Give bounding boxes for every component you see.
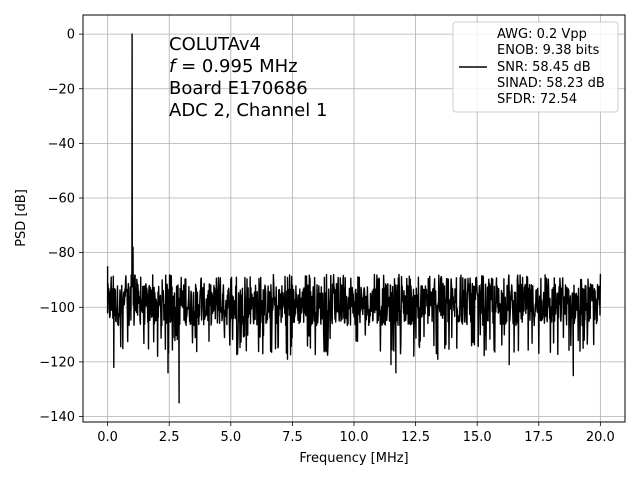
x-tick-label: 7.5 — [282, 430, 303, 445]
x-tick-label: 0.0 — [97, 430, 118, 445]
x-tick-label: 10.0 — [340, 430, 369, 445]
annotation-line-1: COLUTAv4 — [169, 34, 261, 55]
y-tick-label: −100 — [39, 301, 75, 316]
x-tick-label: 12.5 — [401, 430, 430, 445]
legend-box — [452, 21, 619, 113]
legend: AWG: 0.2 Vpp ENOB: 9.38 bits SNR: 58.45 … — [452, 21, 619, 113]
plot-frame — [82, 14, 626, 423]
legend-awg: AWG: 0.2 Vpp — [497, 27, 587, 42]
annotation-line-3: Board E170686 — [169, 78, 308, 99]
annotation-frequency-value: = 0.995 MHz — [175, 56, 297, 77]
annotation-frequency-symbol: f — [169, 56, 178, 77]
x-axis-ticks: 0.0 2.5 5.0 7.5 10.0 12.5 15.0 17.5 20.0 — [97, 422, 615, 445]
x-tick-label: 5.0 — [220, 430, 241, 445]
y-tick-label: −40 — [48, 137, 75, 152]
legend-sfdr: SFDR: 72.54 — [497, 92, 577, 107]
x-axis-label: Frequency [MHz] — [299, 451, 408, 466]
y-tick-label: −120 — [39, 355, 75, 370]
y-axis-ticks: 0 −20 −40 −60 −80 −100 −120 −140 — [39, 28, 83, 425]
x-tick-label: 17.5 — [524, 430, 553, 445]
y-tick-label: −20 — [48, 82, 75, 97]
legend-snr: SNR: 58.45 dB — [497, 60, 591, 75]
annotation-line-4: ADC 2, Channel 1 — [169, 100, 327, 121]
psd-series-line — [106, 33, 602, 404]
x-tick-label: 20.0 — [586, 430, 615, 445]
y-tick-label: −80 — [48, 246, 75, 261]
legend-enob: ENOB: 9.38 bits — [497, 43, 600, 58]
y-tick-label: 0 — [67, 28, 75, 43]
y-tick-label: −60 — [48, 192, 75, 207]
x-tick-label: 15.0 — [463, 430, 492, 445]
x-tick-label: 2.5 — [159, 430, 180, 445]
y-tick-label: −140 — [39, 410, 75, 425]
y-axis-label: PSD [dB] — [14, 189, 29, 247]
legend-sinad: SINAD: 58.23 dB — [497, 76, 605, 91]
chart-annotation: COLUTAv4 f = 0.995 MHz Board E170686 ADC… — [169, 34, 327, 121]
annotation-line-2: f = 0.995 MHz — [169, 56, 298, 77]
